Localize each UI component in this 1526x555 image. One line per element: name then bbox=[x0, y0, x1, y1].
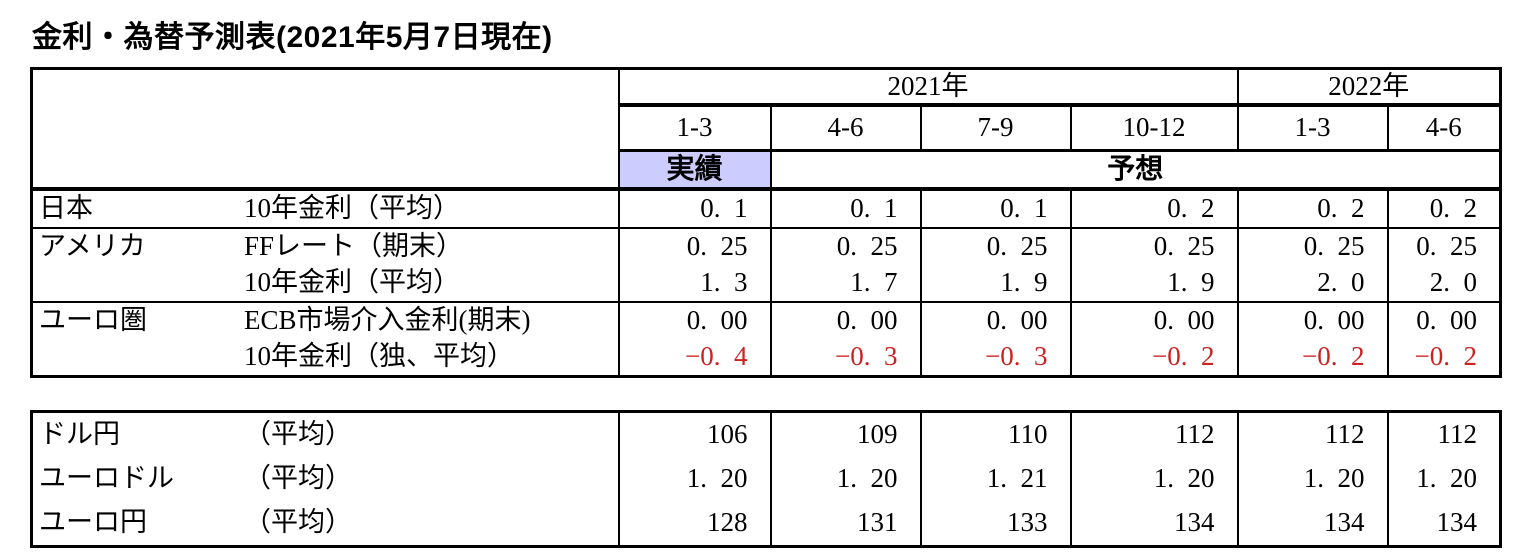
region-label: ユーロ圏 bbox=[39, 305, 147, 336]
corner-cell bbox=[31, 68, 620, 191]
fx-value-cell: 106 bbox=[618, 411, 772, 457]
fx-value-cell: 112 bbox=[1237, 411, 1389, 457]
fx-value-cell: 1. 21 bbox=[920, 457, 1072, 501]
rate-value-cell: 0. 25 bbox=[1416, 231, 1477, 262]
rate-value-cell: 0. 00 bbox=[1237, 302, 1389, 339]
rate-value-cell: 0. 00 bbox=[770, 302, 922, 339]
indicator-label: FFレート（期末） bbox=[244, 231, 464, 262]
fx-value-cell: 112 bbox=[1070, 411, 1239, 457]
rate-value-cell: −0. 4 bbox=[618, 339, 772, 377]
fx-value-cell: 110 bbox=[920, 411, 1072, 457]
currency-pair-label: ドル円 bbox=[39, 419, 120, 450]
fx-value-cell: 1. 20 bbox=[1416, 463, 1477, 494]
page-title: 金利・為替予測表(2021年5月7日現在) bbox=[32, 21, 553, 54]
quarter-header-cell: 1-3 bbox=[1237, 105, 1389, 152]
row-label: 10年金利（独、平均） bbox=[31, 339, 620, 377]
quarter-header-cell: 4-6 bbox=[770, 105, 922, 152]
table-row-japan-10y: 日本 10年金利（平均） 0. 1 0. 1 0. 1 0. 2 0. 2 0. … bbox=[31, 189, 1501, 229]
row-label: ユーロ円 （平均） bbox=[31, 501, 620, 547]
table-row-eurusd: ユーロドル （平均） 1. 20 1. 20 1. 21 1. 20 1. 20 … bbox=[31, 457, 1501, 501]
currency-pair-label: ユーロドル bbox=[39, 463, 174, 494]
fx-value-cell: 134 bbox=[1237, 501, 1389, 547]
table-row-euro-ecb: ユーロ圏 ECB市場介入金利(期末) 0. 00 0. 00 0. 00 0. 0… bbox=[31, 302, 1501, 339]
rate-value-cell: 2. 0 bbox=[1387, 265, 1501, 303]
rates-forecast-table: 2021年 2022年 1-3 4-6 7-9 10-12 1-3 4-6 実績… bbox=[30, 67, 1502, 378]
fx-value-cell: 109 bbox=[770, 411, 922, 457]
row-label: ユーロドル （平均） bbox=[31, 457, 620, 501]
year-2021-header: 2021年 bbox=[618, 68, 1239, 107]
year-2022-header: 2022年 bbox=[1237, 68, 1501, 107]
fx-value-cell: 131 bbox=[770, 501, 922, 547]
year-header-row: 2021年 2022年 bbox=[31, 68, 1501, 191]
quarter-header-cell: 1-3 bbox=[618, 105, 772, 152]
rate-value-cell: 0. 25 bbox=[618, 228, 772, 265]
row-label: ユーロ圏 ECB市場介入金利(期末) bbox=[31, 302, 620, 339]
rate-value-cell: 0. 1 bbox=[618, 189, 772, 229]
rate-value-cell: 0. 25 bbox=[1070, 228, 1239, 265]
table-row-us-ff: アメリカ FFレート（期末） 0. 25 0. 25 0. 25 0. 25 0.… bbox=[31, 228, 1501, 265]
rate-value-cell: 0. 1 bbox=[770, 189, 922, 229]
rate-value-cell: 1. 7 bbox=[770, 265, 922, 303]
rate-value-cell: −0. 3 bbox=[920, 339, 1072, 377]
region-label: アメリカ bbox=[39, 231, 146, 262]
rate-value-cell: 1. 9 bbox=[920, 265, 1072, 303]
fx-value-cell: 134 bbox=[1436, 507, 1478, 538]
indicator-label: 10年金利（平均） bbox=[244, 267, 460, 298]
table-row-euro-10y-german: 10年金利（独、平均） −0. 4 −0. 3 −0. 3 −0. 2 −0. … bbox=[31, 339, 1501, 377]
rate-value-cell: 0. 2 bbox=[1387, 189, 1501, 229]
quarter-header-cell: 4-6 bbox=[1387, 105, 1501, 152]
indicator-label: （平均） bbox=[244, 507, 352, 538]
rate-value-cell: −0. 2 bbox=[1414, 341, 1477, 372]
region-label: 日本 bbox=[39, 193, 93, 224]
rate-value-cell: 0. 00 bbox=[1416, 305, 1477, 336]
rate-value-cell: 0. 25 bbox=[1237, 228, 1389, 265]
rate-value-cell: 0. 00 bbox=[920, 302, 1072, 339]
rate-value-cell: 1. 9 bbox=[1070, 265, 1239, 303]
fx-value-cell: 128 bbox=[618, 501, 772, 547]
fx-value-cell: 1. 20 bbox=[1237, 457, 1389, 501]
indicator-label: 10年金利（独、平均） bbox=[244, 341, 514, 372]
rate-value-cell: 0. 25 bbox=[770, 228, 922, 265]
fx-value-cell: 134 bbox=[1070, 501, 1239, 547]
fx-value-cell: 133 bbox=[920, 501, 1072, 547]
rate-value-cell: 0. 2 bbox=[1070, 189, 1239, 229]
quarter-header-cell: 10-12 bbox=[1070, 105, 1239, 152]
row-label: 10年金利（平均） bbox=[31, 265, 620, 303]
currency-pair-label: ユーロ円 bbox=[39, 507, 147, 538]
rate-value-cell: 0. 1 bbox=[920, 189, 1072, 229]
fx-value-cell: 1. 20 bbox=[770, 457, 922, 501]
indicator-label: （平均） bbox=[244, 463, 352, 494]
actual-forecast-row: 実績 予想 bbox=[32, 150, 1501, 191]
table-row-us-10y: 10年金利（平均） 1. 3 1. 7 1. 9 1. 9 2. 0 2. 0 bbox=[31, 265, 1501, 303]
rate-value-cell: 0. 00 bbox=[1070, 302, 1239, 339]
actual-badge: 実績 bbox=[618, 150, 772, 191]
rate-value-cell: 2. 0 bbox=[1237, 265, 1389, 303]
rate-value-cell: 1. 3 bbox=[618, 265, 772, 303]
row-label: アメリカ FFレート（期末） bbox=[31, 228, 620, 265]
row-label: ドル円 （平均） bbox=[31, 411, 620, 457]
indicator-label: 10年金利（平均） bbox=[244, 193, 460, 224]
fx-forecast-table: ドル円 （平均） 106 109 110 112 112 112 ユーロドル （平均… bbox=[30, 410, 1502, 548]
indicator-label: ECB市場介入金利(期末) bbox=[244, 305, 531, 336]
rate-value-cell: −0. 2 bbox=[1237, 339, 1389, 377]
table-row-usdjpy: ドル円 （平均） 106 109 110 112 112 112 bbox=[31, 411, 1501, 457]
fx-value-cell: 112 bbox=[1437, 419, 1478, 450]
rate-value-cell: −0. 3 bbox=[770, 339, 922, 377]
rate-value-cell: −0. 2 bbox=[1070, 339, 1239, 377]
quarter-header-cell: 7-9 bbox=[920, 105, 1072, 152]
table-row-eurjpy: ユーロ円 （平均） 128 131 133 134 134 134 bbox=[31, 501, 1501, 547]
indicator-label: （平均） bbox=[244, 419, 352, 450]
fx-value-cell: 1. 20 bbox=[1070, 457, 1239, 501]
row-label: 日本 10年金利（平均） bbox=[31, 189, 620, 229]
rate-value-cell: 0. 00 bbox=[618, 302, 772, 339]
forecast-badge: 予想 bbox=[770, 150, 1501, 191]
rate-value-cell: 0. 25 bbox=[920, 228, 1072, 265]
rate-value-cell: 0. 2 bbox=[1237, 189, 1389, 229]
fx-value-cell: 1. 20 bbox=[618, 457, 772, 501]
quarter-header-row: 1-3 4-6 7-9 10-12 1-3 4-6 bbox=[32, 105, 1501, 152]
